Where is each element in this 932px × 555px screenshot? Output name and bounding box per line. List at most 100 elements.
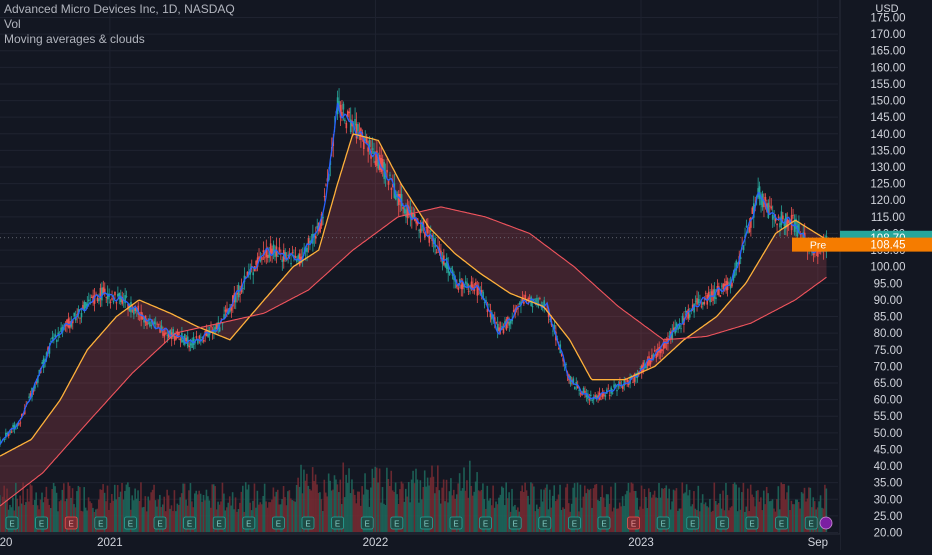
volume-bar — [193, 493, 196, 532]
earnings-marker-icon[interactable] — [212, 516, 226, 530]
time-axis[interactable] — [0, 534, 840, 550]
volume-bar — [121, 482, 123, 532]
candle-body — [309, 241, 311, 244]
earnings-marker-icon[interactable] — [301, 516, 315, 530]
time-tick-label: 2022 — [363, 537, 389, 549]
volume-bar — [805, 501, 807, 532]
candle-body — [165, 332, 167, 335]
earnings-marker-icon[interactable] — [745, 516, 759, 530]
earnings-marker-icon[interactable] — [242, 516, 256, 530]
volume-bar — [151, 489, 154, 532]
earnings-marker-icon[interactable] — [390, 516, 404, 530]
volume-bar — [113, 484, 116, 532]
earnings-marker-icon[interactable] — [804, 516, 818, 530]
earnings-marker-letter: E — [128, 520, 133, 529]
volume-bar — [672, 489, 675, 532]
candle-body — [200, 339, 202, 341]
volume-bar — [308, 489, 311, 532]
upcoming-event-icon[interactable] — [819, 516, 833, 530]
candle-body — [680, 328, 682, 330]
earnings-marker-icon[interactable] — [716, 516, 729, 530]
earnings-marker-icon[interactable] — [271, 516, 285, 530]
candle-body — [603, 392, 605, 396]
volume-bar — [122, 499, 125, 532]
candle-body — [694, 300, 697, 302]
earnings-marker-icon[interactable] — [153, 516, 167, 530]
candle-body — [86, 303, 89, 307]
volume-indicator-label[interactable]: Vol — [4, 17, 21, 31]
currency-label[interactable]: USD — [875, 3, 899, 15]
ma-indicator-label[interactable]: Moving averages & clouds — [4, 32, 145, 46]
volume-bar — [503, 505, 506, 532]
candle-body — [70, 321, 73, 327]
earnings-marker-icon[interactable] — [360, 516, 374, 530]
volume-bar — [712, 510, 714, 532]
earnings-marker-icon[interactable] — [449, 516, 463, 530]
volume-bar — [777, 486, 780, 532]
earnings-marker-letter: E — [631, 520, 636, 529]
earnings-marker-icon[interactable] — [419, 516, 433, 530]
earnings-marker-icon[interactable] — [94, 516, 108, 530]
earnings-marker-icon[interactable] — [686, 516, 700, 530]
volume-bar — [508, 492, 510, 532]
candle-body — [671, 330, 674, 340]
candle-body — [354, 119, 356, 126]
candle-body — [411, 212, 413, 221]
volume-bar — [458, 473, 461, 532]
volume-bar — [356, 491, 359, 532]
earnings-marker-icon[interactable] — [775, 516, 788, 530]
earnings-marker-icon[interactable] — [35, 516, 48, 530]
symbol-title[interactable]: Advanced Micro Devices Inc, 1D, NASDAQ — [4, 2, 235, 16]
earnings-marker-icon[interactable] — [479, 516, 493, 530]
volume-bar — [709, 499, 711, 532]
candle-body — [613, 384, 615, 388]
earnings-marker-icon[interactable] — [64, 516, 78, 530]
earnings-marker-letter: E — [513, 520, 518, 529]
candle-body — [73, 312, 76, 317]
earnings-marker-icon[interactable] — [124, 516, 137, 530]
volume-bar — [221, 482, 224, 532]
volume-bar — [365, 489, 368, 532]
candle-body — [181, 332, 183, 343]
volume-bar — [780, 482, 783, 532]
volume-bar — [93, 511, 96, 532]
candle-body — [635, 373, 637, 378]
earnings-marker-icon[interactable] — [568, 516, 581, 530]
price-tick-label: 155.00 — [870, 79, 905, 91]
candle-body — [109, 301, 112, 303]
volume-bar — [728, 510, 730, 532]
volume-bar — [15, 482, 17, 532]
volume-bar — [322, 510, 324, 532]
candle-body — [106, 293, 109, 300]
candle-body — [745, 225, 748, 228]
earnings-marker-icon[interactable] — [331, 516, 345, 530]
earnings-marker-icon[interactable] — [656, 516, 670, 530]
candle-body — [21, 413, 23, 418]
candle-body — [381, 158, 384, 171]
candle-body — [584, 390, 586, 393]
volume-bar — [677, 510, 679, 532]
earnings-marker-icon[interactable] — [597, 516, 611, 530]
volume-bar — [380, 502, 382, 532]
volume-bar — [45, 486, 48, 532]
volume-bar — [103, 492, 106, 532]
candle-body — [115, 302, 118, 304]
candle-body — [504, 321, 506, 325]
earnings-marker-icon[interactable] — [508, 516, 522, 530]
volume-bar — [159, 494, 161, 532]
volume-bar — [131, 495, 134, 532]
earnings-marker-icon[interactable] — [183, 516, 197, 530]
volume-bar — [572, 487, 574, 532]
price-axis[interactable] — [840, 0, 932, 550]
volume-bar — [183, 483, 186, 532]
candle-body — [774, 217, 777, 222]
volume-bar — [332, 489, 334, 532]
earnings-marker-icon[interactable] — [5, 516, 19, 530]
volume-bar — [227, 502, 230, 532]
price-tick-label: 20.00 — [874, 528, 903, 540]
candle-body — [466, 282, 468, 288]
earnings-marker-icon[interactable] — [627, 516, 640, 530]
earnings-marker-icon[interactable] — [538, 516, 552, 530]
